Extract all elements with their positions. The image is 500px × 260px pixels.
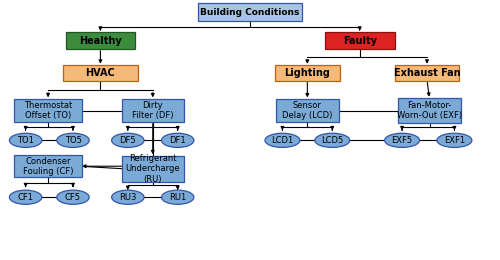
FancyBboxPatch shape [14, 99, 82, 122]
Ellipse shape [57, 133, 89, 147]
FancyBboxPatch shape [66, 32, 136, 49]
Text: Condenser
Fouling (CF): Condenser Fouling (CF) [23, 157, 74, 176]
FancyBboxPatch shape [122, 99, 184, 122]
Text: Thermostat
Offset (TO): Thermostat Offset (TO) [24, 101, 72, 120]
Text: Faulty: Faulty [342, 36, 376, 46]
FancyBboxPatch shape [122, 156, 184, 182]
Ellipse shape [112, 133, 144, 147]
Text: HVAC: HVAC [86, 68, 116, 78]
Text: EXF1: EXF1 [444, 136, 465, 145]
Text: Exhaust Fan: Exhaust Fan [394, 68, 460, 78]
Ellipse shape [384, 133, 420, 147]
Ellipse shape [162, 190, 194, 204]
FancyBboxPatch shape [63, 65, 138, 81]
Text: DF1: DF1 [170, 136, 186, 145]
Ellipse shape [112, 190, 144, 204]
Text: TO1: TO1 [17, 136, 34, 145]
Ellipse shape [315, 133, 350, 147]
Text: TO5: TO5 [64, 136, 82, 145]
Ellipse shape [162, 133, 194, 147]
Ellipse shape [57, 190, 89, 204]
Text: EXF5: EXF5 [392, 136, 412, 145]
FancyBboxPatch shape [325, 32, 394, 49]
Text: DF5: DF5 [120, 136, 136, 145]
Text: LCD5: LCD5 [321, 136, 344, 145]
Text: CF1: CF1 [18, 193, 34, 202]
Ellipse shape [10, 190, 42, 204]
Ellipse shape [10, 133, 42, 147]
Text: CF5: CF5 [65, 193, 81, 202]
Text: RU1: RU1 [169, 193, 186, 202]
Text: Fan-Motor-
Worn-Out (EXF): Fan-Motor- Worn-Out (EXF) [397, 101, 462, 120]
Ellipse shape [265, 133, 300, 147]
FancyBboxPatch shape [394, 65, 460, 81]
Ellipse shape [437, 133, 472, 147]
Text: LCD1: LCD1 [272, 136, 293, 145]
Text: Dirty
Filter (DF): Dirty Filter (DF) [132, 101, 173, 120]
FancyBboxPatch shape [398, 98, 460, 123]
FancyBboxPatch shape [198, 3, 302, 21]
Text: RU3: RU3 [119, 193, 136, 202]
Text: Healthy: Healthy [79, 36, 122, 46]
FancyBboxPatch shape [276, 99, 338, 122]
Text: Refrigerant
Undercharge
(RU): Refrigerant Undercharge (RU) [126, 154, 180, 184]
Text: Building Conditions: Building Conditions [200, 8, 300, 17]
FancyBboxPatch shape [275, 65, 340, 81]
FancyBboxPatch shape [14, 155, 82, 177]
Text: Lighting: Lighting [284, 68, 331, 78]
Text: Sensor
Delay (LCD): Sensor Delay (LCD) [282, 101, 333, 120]
